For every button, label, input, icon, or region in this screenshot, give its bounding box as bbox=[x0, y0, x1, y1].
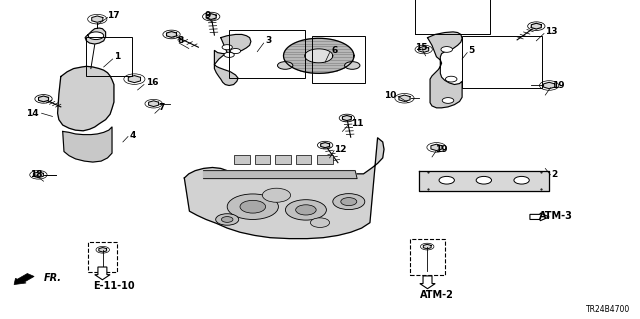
Text: 9: 9 bbox=[205, 11, 211, 20]
FancyArrow shape bbox=[530, 213, 549, 221]
FancyArrow shape bbox=[95, 267, 110, 280]
Circle shape bbox=[333, 194, 365, 210]
Text: 16: 16 bbox=[146, 78, 159, 87]
Polygon shape bbox=[99, 248, 107, 252]
Polygon shape bbox=[428, 32, 462, 108]
Text: FR.: FR. bbox=[44, 273, 61, 283]
Text: 1: 1 bbox=[114, 52, 120, 61]
Polygon shape bbox=[399, 95, 410, 101]
Text: 19: 19 bbox=[552, 81, 564, 90]
Text: 17: 17 bbox=[108, 11, 120, 20]
Text: 6: 6 bbox=[332, 46, 338, 55]
Circle shape bbox=[344, 62, 360, 69]
Bar bbox=[312, 36, 365, 83]
Circle shape bbox=[476, 176, 492, 184]
Bar bbox=[296, 155, 311, 164]
Polygon shape bbox=[166, 32, 177, 37]
Text: TR24B4700: TR24B4700 bbox=[586, 305, 630, 314]
Text: 15: 15 bbox=[415, 43, 428, 52]
Bar bbox=[317, 155, 333, 164]
Bar bbox=[275, 155, 291, 164]
Bar bbox=[86, 37, 132, 76]
Bar bbox=[415, 0, 490, 34]
Text: 10: 10 bbox=[385, 91, 397, 100]
Circle shape bbox=[221, 217, 233, 222]
Polygon shape bbox=[423, 244, 431, 249]
Text: 13: 13 bbox=[545, 27, 558, 36]
Polygon shape bbox=[38, 96, 49, 102]
Text: 19: 19 bbox=[435, 145, 448, 154]
Circle shape bbox=[439, 176, 454, 184]
Polygon shape bbox=[206, 14, 216, 19]
Polygon shape bbox=[214, 34, 251, 85]
Text: 5: 5 bbox=[468, 46, 475, 55]
Circle shape bbox=[224, 52, 234, 57]
Polygon shape bbox=[184, 138, 384, 239]
Circle shape bbox=[230, 48, 241, 54]
Polygon shape bbox=[58, 66, 114, 131]
Polygon shape bbox=[128, 76, 141, 83]
Circle shape bbox=[296, 205, 316, 215]
Text: 3: 3 bbox=[266, 36, 272, 45]
Polygon shape bbox=[63, 127, 112, 162]
Text: 12: 12 bbox=[334, 145, 347, 154]
Polygon shape bbox=[204, 171, 357, 179]
Polygon shape bbox=[92, 16, 103, 22]
Text: 7: 7 bbox=[159, 103, 165, 112]
Bar bbox=[255, 155, 270, 164]
Polygon shape bbox=[85, 28, 106, 44]
Polygon shape bbox=[543, 82, 555, 89]
Text: ATM-2: ATM-2 bbox=[420, 290, 453, 300]
Polygon shape bbox=[431, 144, 442, 151]
Polygon shape bbox=[33, 172, 44, 178]
Bar bbox=[234, 155, 250, 164]
Bar bbox=[410, 239, 445, 275]
Bar bbox=[229, 30, 305, 78]
Text: 11: 11 bbox=[351, 119, 364, 128]
Circle shape bbox=[216, 214, 239, 225]
Polygon shape bbox=[342, 115, 351, 121]
Text: 8: 8 bbox=[178, 36, 184, 45]
Circle shape bbox=[227, 194, 278, 219]
Polygon shape bbox=[321, 143, 330, 148]
Circle shape bbox=[445, 76, 457, 82]
FancyArrow shape bbox=[420, 276, 435, 289]
Circle shape bbox=[310, 218, 330, 227]
Polygon shape bbox=[305, 49, 333, 63]
Circle shape bbox=[514, 176, 529, 184]
Bar bbox=[88, 242, 117, 272]
Polygon shape bbox=[419, 47, 429, 52]
Polygon shape bbox=[148, 101, 159, 107]
Circle shape bbox=[341, 198, 357, 206]
Polygon shape bbox=[531, 23, 541, 29]
Circle shape bbox=[262, 188, 291, 202]
Text: 18: 18 bbox=[30, 170, 43, 179]
Text: ATM-3: ATM-3 bbox=[539, 211, 572, 221]
Circle shape bbox=[278, 62, 293, 69]
Polygon shape bbox=[419, 171, 549, 191]
Polygon shape bbox=[284, 38, 354, 73]
Circle shape bbox=[240, 200, 266, 213]
Text: E-11-10: E-11-10 bbox=[93, 280, 135, 291]
Text: 4: 4 bbox=[129, 131, 136, 140]
Circle shape bbox=[222, 45, 232, 50]
FancyArrow shape bbox=[14, 273, 34, 285]
Circle shape bbox=[88, 32, 104, 40]
Circle shape bbox=[442, 98, 454, 103]
Circle shape bbox=[285, 200, 326, 220]
Text: 2: 2 bbox=[552, 170, 558, 179]
Bar bbox=[462, 36, 542, 88]
Circle shape bbox=[441, 47, 452, 52]
Text: 14: 14 bbox=[26, 109, 38, 118]
